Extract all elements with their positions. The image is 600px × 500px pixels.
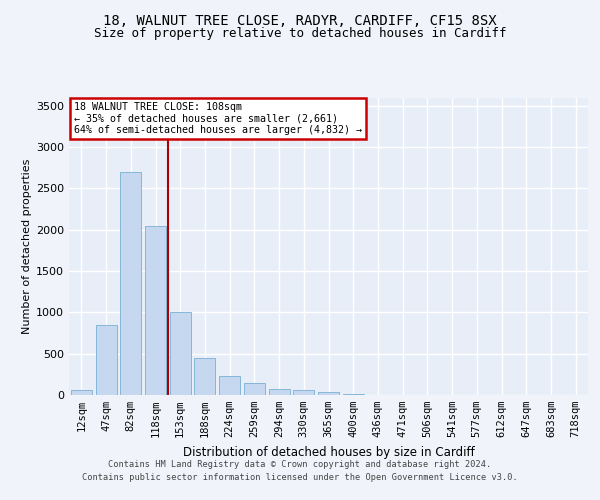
Bar — [170, 312, 191, 395]
Text: Contains HM Land Registry data © Crown copyright and database right 2024.: Contains HM Land Registry data © Crown c… — [109, 460, 491, 469]
Text: 18, WALNUT TREE CLOSE, RADYR, CARDIFF, CF15 8SX: 18, WALNUT TREE CLOSE, RADYR, CARDIFF, C… — [103, 14, 497, 28]
Bar — [219, 376, 240, 395]
Bar — [343, 394, 364, 395]
Bar — [293, 390, 314, 395]
Bar — [244, 382, 265, 395]
Y-axis label: Number of detached properties: Number of detached properties — [22, 158, 32, 334]
Bar — [71, 390, 92, 395]
X-axis label: Distribution of detached houses by size in Cardiff: Distribution of detached houses by size … — [182, 446, 475, 458]
Bar — [95, 325, 116, 395]
Bar — [269, 389, 290, 395]
Text: Size of property relative to detached houses in Cardiff: Size of property relative to detached ho… — [94, 26, 506, 40]
Bar — [194, 358, 215, 395]
Text: Contains public sector information licensed under the Open Government Licence v3: Contains public sector information licen… — [82, 472, 518, 482]
Bar — [120, 172, 141, 395]
Bar — [145, 226, 166, 395]
Text: 18 WALNUT TREE CLOSE: 108sqm
← 35% of detached houses are smaller (2,661)
64% of: 18 WALNUT TREE CLOSE: 108sqm ← 35% of de… — [74, 102, 362, 135]
Bar — [318, 392, 339, 395]
